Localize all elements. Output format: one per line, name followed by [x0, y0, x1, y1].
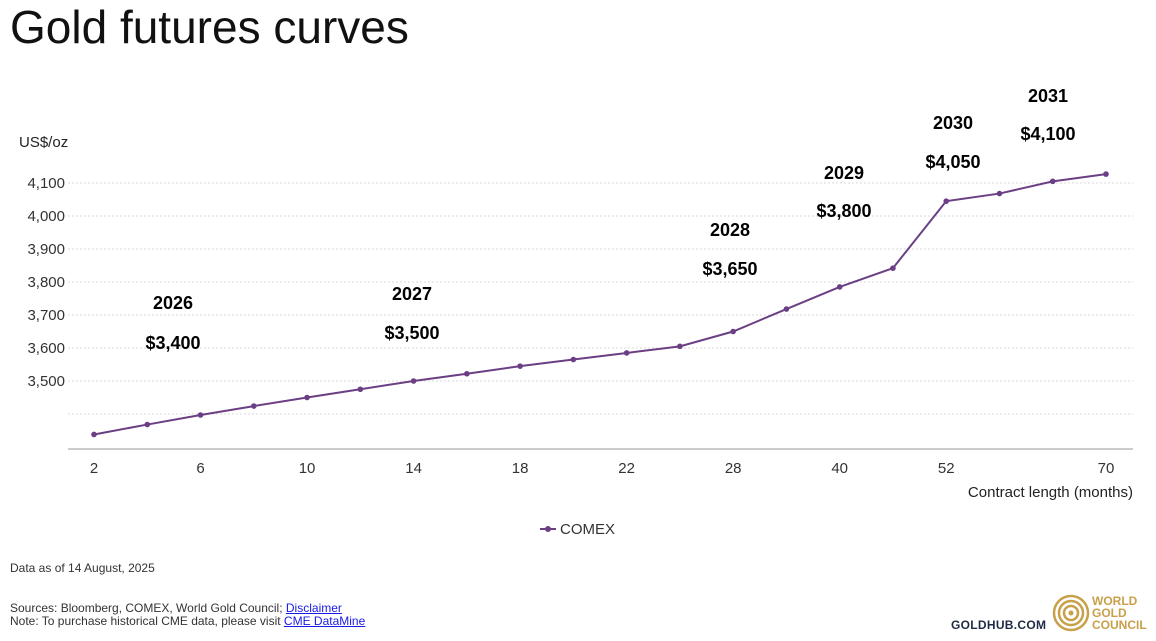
- data-point: [410, 378, 417, 384]
- x-tick-label: 28: [725, 460, 742, 477]
- purchase-text: Note: To purchase historical CME data, p…: [10, 614, 284, 628]
- x-tick-label: 40: [831, 460, 848, 477]
- annotation-year: 2026: [153, 293, 193, 313]
- data-point: [357, 386, 364, 393]
- legend-swatch-dot: [545, 526, 551, 532]
- annotation-year: 2028: [710, 220, 750, 240]
- data-point: [996, 190, 1003, 197]
- data-point: [623, 350, 630, 356]
- x-tick-label: 52: [938, 460, 955, 477]
- y-tick-label: 4,100: [27, 175, 65, 192]
- annotation-year: 2029: [824, 163, 864, 183]
- y-tick-label: 3,900: [27, 241, 65, 258]
- sources-note: Sources: Bloomberg, COMEX, World Gold Co…: [10, 601, 342, 615]
- x-tick-label: 70: [1098, 460, 1115, 477]
- data-point: [783, 306, 790, 312]
- data-point: [91, 431, 97, 438]
- data-point: [464, 370, 470, 377]
- y-tick-label: 3,800: [27, 274, 65, 291]
- annotation-price: $3,500: [384, 323, 439, 343]
- annotation-price: $3,650: [702, 259, 757, 279]
- data-point: [677, 343, 683, 350]
- annotation-year: 2027: [392, 284, 432, 304]
- y-axis-label: US$/oz: [19, 134, 68, 151]
- sources-text: Sources: Bloomberg, COMEX, World Gold Co…: [10, 601, 286, 615]
- x-tick-label: 22: [618, 460, 635, 477]
- logo-line: WORLD: [1092, 594, 1138, 608]
- annotation-price: $3,400: [145, 333, 200, 353]
- disclaimer-link[interactable]: Disclaimer: [285, 601, 342, 615]
- logo-line: COUNCIL: [1092, 618, 1147, 632]
- cme-datamine-link[interactable]: CME DataMine: [283, 614, 366, 628]
- data-point: [836, 284, 843, 290]
- y-tick-label: 3,600: [27, 340, 65, 357]
- data-point: [1103, 171, 1109, 177]
- goldhub-site[interactable]: GOLDHUB.COM: [951, 618, 1047, 632]
- y-tick-label: 4,000: [27, 208, 65, 225]
- data-point: [197, 412, 204, 418]
- purchase-note: Note: To purchase historical CME data, p…: [10, 614, 365, 628]
- data-point: [517, 363, 523, 369]
- x-tick-label: 18: [512, 460, 529, 477]
- y-tick-label: 3,700: [27, 307, 65, 324]
- data-point: [250, 403, 257, 409]
- x-tick-label: 2: [90, 460, 98, 477]
- logo-line: GOLD: [1092, 606, 1127, 620]
- x-tick-label: 6: [196, 460, 204, 477]
- x-axis-label: Contract length (months): [968, 484, 1133, 501]
- page-title: Gold futures curves: [10, 1, 409, 53]
- data-point: [144, 421, 151, 428]
- annotation-price: $4,050: [925, 152, 980, 172]
- annotation-year: 2031: [1028, 86, 1068, 106]
- world-gold-council-logo-icon: [1052, 594, 1090, 632]
- data-date-note: Data as of 14 August, 2025: [10, 561, 155, 575]
- world-gold-council-wordmark: WORLD GOLD COUNCIL: [1092, 595, 1147, 631]
- annotation-year: 2030: [933, 113, 973, 133]
- data-point: [570, 356, 577, 363]
- y-tick-label: 3,500: [27, 373, 65, 390]
- data-point: [1049, 178, 1056, 185]
- annotation-price: $4,100: [1020, 124, 1075, 144]
- data-point: [730, 328, 736, 335]
- data-point: [943, 198, 950, 204]
- x-tick-label: 14: [405, 460, 422, 477]
- annotation-price: $3,800: [816, 201, 871, 221]
- legend-label: COMEX: [560, 521, 615, 538]
- data-point: [304, 394, 310, 401]
- x-tick-label: 10: [299, 460, 316, 477]
- data-point: [890, 265, 896, 271]
- series-line-comex: [93, 173, 1107, 436]
